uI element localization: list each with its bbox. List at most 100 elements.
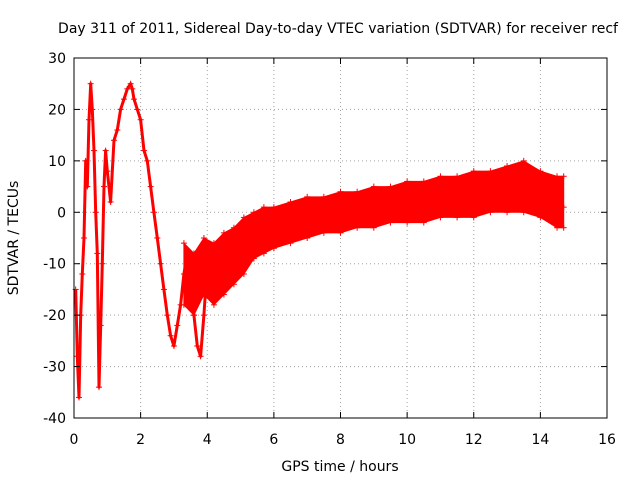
data-point bbox=[287, 199, 294, 205]
data-point bbox=[320, 193, 327, 200]
data-point bbox=[290, 204, 297, 211]
x-tick-label: 0 bbox=[70, 432, 79, 448]
data-point bbox=[217, 240, 224, 247]
x-tick-label: 2 bbox=[136, 432, 145, 448]
data-point bbox=[504, 163, 511, 169]
data-point bbox=[80, 235, 87, 241]
data-point bbox=[250, 219, 257, 226]
data-point bbox=[180, 271, 187, 277]
data-point bbox=[75, 394, 82, 401]
data-point bbox=[387, 183, 394, 190]
y-tick-label: 20 bbox=[48, 102, 66, 118]
data-point bbox=[230, 224, 237, 231]
data-point bbox=[74, 353, 81, 360]
data-point bbox=[304, 193, 311, 200]
data-point bbox=[520, 157, 527, 164]
data-point bbox=[454, 178, 461, 185]
data-point bbox=[240, 214, 247, 221]
data-point bbox=[92, 209, 99, 216]
data-point bbox=[270, 204, 277, 211]
data-point bbox=[87, 80, 94, 87]
data-point bbox=[204, 260, 211, 267]
data-point bbox=[150, 209, 157, 216]
data-point bbox=[200, 312, 207, 319]
data-point bbox=[404, 178, 411, 185]
y-axis-ticks: 30 20 10 0 -10 -20 -30 -40 bbox=[43, 51, 607, 427]
data-point bbox=[110, 137, 117, 144]
data-point bbox=[197, 353, 204, 360]
chart-title: Day 311 of 2011, Sidereal Day-to-day VTE… bbox=[58, 21, 619, 37]
data-point bbox=[454, 173, 461, 180]
data-point bbox=[387, 188, 394, 195]
data-point bbox=[404, 219, 411, 226]
data-point bbox=[554, 173, 561, 180]
data-point bbox=[160, 286, 167, 293]
data-point bbox=[240, 271, 247, 277]
data-point bbox=[354, 193, 361, 200]
data-point bbox=[420, 219, 427, 226]
x-tick-label: 6 bbox=[269, 432, 278, 448]
data-point bbox=[470, 214, 477, 221]
data-point bbox=[370, 183, 377, 190]
data-point bbox=[194, 343, 201, 349]
data-points bbox=[72, 80, 567, 401]
data-point bbox=[102, 147, 109, 154]
data-point bbox=[84, 183, 91, 190]
data-point bbox=[554, 224, 561, 231]
data-point bbox=[200, 235, 207, 241]
y-tick-label: -40 bbox=[43, 411, 66, 427]
data-point bbox=[320, 199, 327, 205]
data-point bbox=[420, 183, 427, 190]
x-tick-label: 12 bbox=[465, 432, 483, 448]
data-point bbox=[404, 188, 411, 195]
x-tick-label: 10 bbox=[398, 432, 416, 448]
data-point bbox=[174, 322, 181, 329]
data-point bbox=[560, 224, 567, 231]
data-point bbox=[210, 240, 217, 247]
x-tick-label: 16 bbox=[598, 432, 616, 448]
data-point bbox=[89, 106, 96, 113]
data-point bbox=[370, 224, 377, 231]
data-point bbox=[560, 204, 567, 211]
data-point bbox=[180, 301, 187, 308]
y-tick-label: 30 bbox=[48, 51, 66, 67]
x-tick-label: 14 bbox=[531, 432, 549, 448]
data-point bbox=[114, 127, 121, 133]
data-point bbox=[437, 178, 444, 185]
data-point bbox=[337, 188, 344, 195]
data-point bbox=[99, 260, 106, 267]
data-point bbox=[157, 260, 164, 267]
data-point bbox=[94, 250, 101, 257]
data-point bbox=[134, 106, 141, 113]
data-point bbox=[487, 168, 494, 175]
data-point bbox=[250, 255, 257, 262]
data-point bbox=[304, 204, 311, 211]
data-point bbox=[470, 168, 477, 175]
data-point bbox=[454, 214, 461, 221]
data-point bbox=[420, 178, 427, 185]
y-tick-label: -10 bbox=[43, 257, 66, 273]
data-point bbox=[164, 312, 171, 319]
data-point bbox=[370, 193, 377, 200]
data-point bbox=[187, 260, 194, 267]
y-tick-label: 10 bbox=[48, 154, 66, 170]
y-tick-label: -30 bbox=[43, 360, 66, 376]
data-point bbox=[129, 85, 136, 92]
data-point bbox=[200, 291, 207, 298]
data-point bbox=[190, 312, 197, 319]
data-point bbox=[210, 271, 217, 277]
data-point bbox=[190, 250, 197, 257]
x-axis-label: GPS time / hours bbox=[281, 459, 398, 475]
data-point bbox=[470, 178, 477, 185]
data-point bbox=[547, 193, 554, 200]
data-point bbox=[97, 322, 104, 329]
data-point bbox=[257, 214, 264, 221]
data-point bbox=[237, 229, 244, 236]
data-point bbox=[437, 173, 444, 180]
data-point bbox=[320, 229, 327, 236]
data-point bbox=[220, 229, 227, 236]
data-point bbox=[270, 209, 277, 216]
data-point bbox=[140, 147, 147, 154]
